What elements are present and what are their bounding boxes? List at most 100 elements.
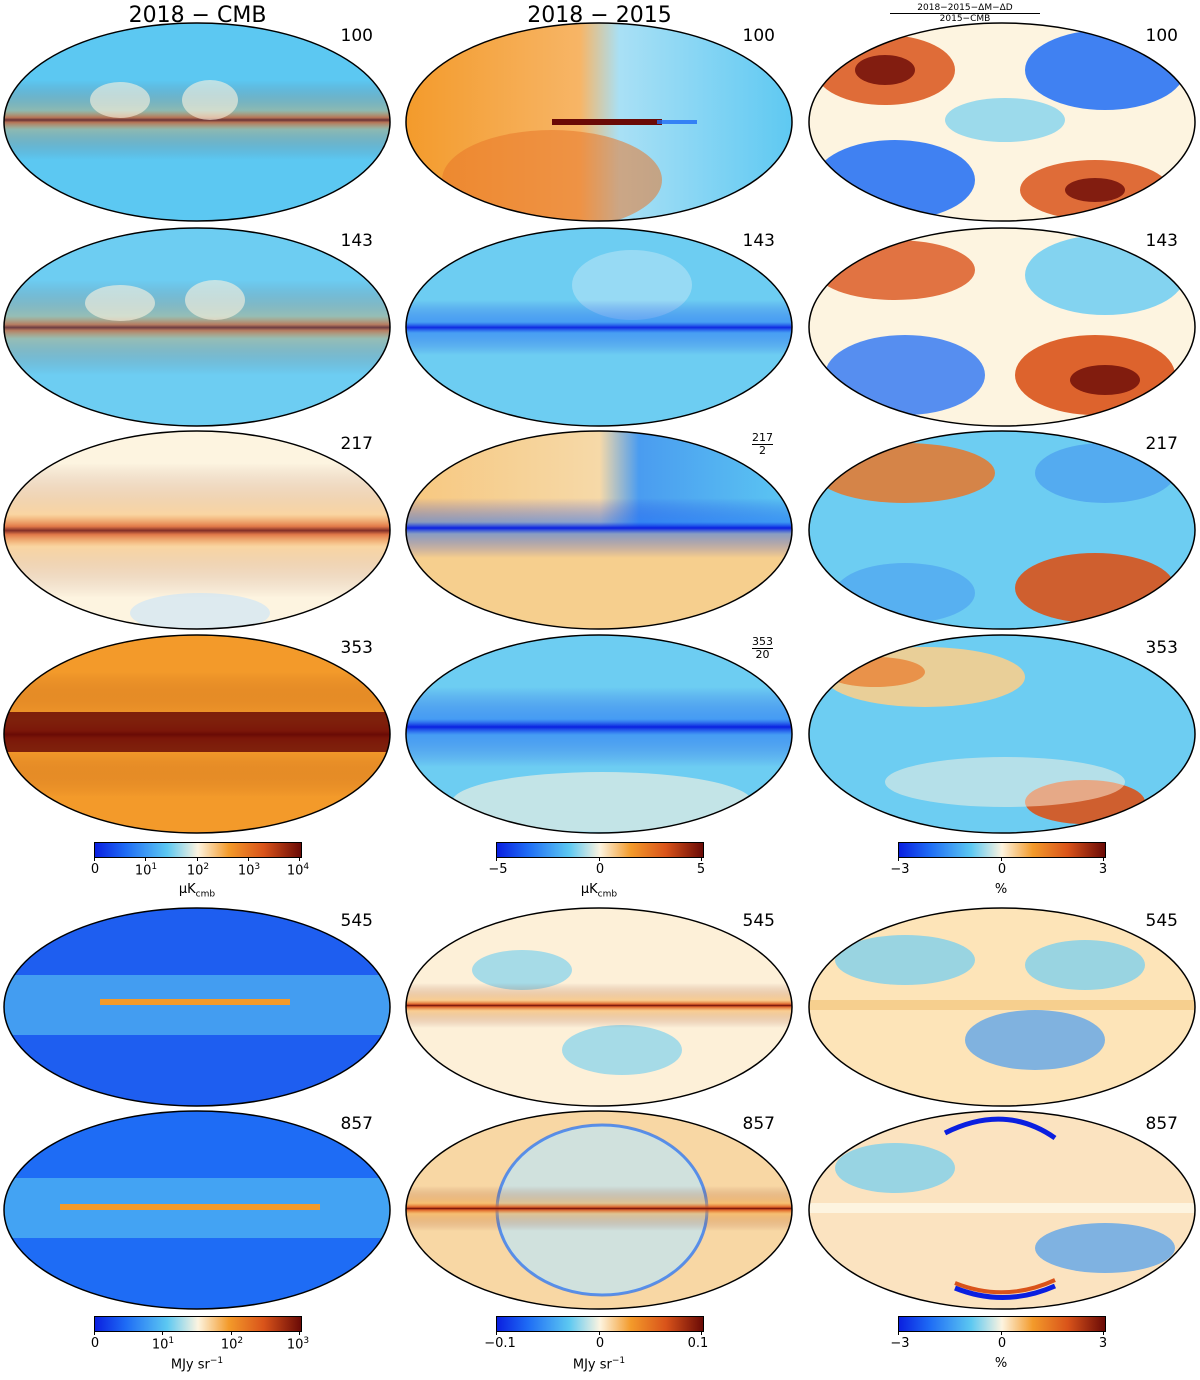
colorbar-gradient xyxy=(496,1316,704,1332)
tick-label: 101 xyxy=(134,862,158,879)
column-title-denominator: 2015−CMB xyxy=(939,14,991,24)
map-panel-353-2018-cmb: 353 xyxy=(0,632,395,837)
colorbar-unit: MJy sr−1 xyxy=(572,1356,626,1373)
tick-label: 0 xyxy=(595,1336,605,1351)
tick-label: 104 xyxy=(286,862,310,879)
frequency-label: 545 xyxy=(340,911,373,931)
tick-label: 0 xyxy=(997,862,1007,877)
frequency-label: 100 xyxy=(340,26,373,46)
tick-label: 102 xyxy=(220,1336,244,1353)
tick-label: −3 xyxy=(890,1336,910,1351)
sky-map xyxy=(405,227,793,427)
map-panel-100-2018-cmb: 100 xyxy=(0,20,395,225)
frequency-label: 100 xyxy=(1145,26,1178,46)
frequency-numerator: 217 xyxy=(752,431,773,445)
map-panel-143-2018-2015: 143 xyxy=(402,225,797,430)
frequency-label: 545 xyxy=(742,911,775,931)
tick-label: 3 xyxy=(1098,1336,1108,1351)
frequency-label: 857 xyxy=(340,1114,373,1134)
colorbar-gradient xyxy=(898,1316,1106,1332)
tick-label: −3 xyxy=(890,862,910,877)
tick-label: 102 xyxy=(186,862,210,879)
tick-label: −0.1 xyxy=(484,1336,516,1351)
colorbar-unit: μKcmb xyxy=(580,882,618,900)
sky-map xyxy=(3,907,391,1107)
tick-label: 0 xyxy=(90,1336,100,1351)
colorbar-linear-difference: −5 0 5 μKcmb xyxy=(488,842,706,902)
sky-map xyxy=(3,430,391,630)
frequency-label: 353 xyxy=(340,638,373,658)
frequency-label: 143 xyxy=(340,231,373,251)
map-panel-143-2018-cmb: 143 xyxy=(0,225,395,430)
column-title-numerator: 2018−2015−ΔM−ΔD xyxy=(890,3,1040,14)
colorbar-linear-mjy: −0.1 0 0.1 MJy sr−1 xyxy=(484,1316,709,1376)
map-panel-857-2018-2015: 857 xyxy=(402,1108,797,1313)
sky-map xyxy=(3,634,391,834)
map-panel-857-2018-cmb: 857 xyxy=(0,1108,395,1313)
frequency-label: 217 xyxy=(1145,434,1178,454)
colorbar-gradient xyxy=(898,842,1106,858)
tick-label: 103 xyxy=(237,862,261,879)
sky-map xyxy=(808,634,1196,834)
colorbar-log-cmb: 0 101 102 103 104 μKcmb xyxy=(90,842,309,902)
sky-map xyxy=(808,907,1196,1107)
frequency-label: 143 xyxy=(1145,231,1178,251)
sky-map xyxy=(405,1110,793,1310)
column-title-normalized-residual: 2018−2015−ΔM−ΔD 2015−CMB xyxy=(890,3,1040,24)
tick-label: 0 xyxy=(595,862,605,877)
map-panel-545-residual: 545 xyxy=(805,905,1200,1110)
tick-label: 0 xyxy=(997,1336,1007,1351)
sky-map xyxy=(405,22,793,222)
sky-map xyxy=(3,1110,391,1310)
colorbar-gradient xyxy=(496,842,704,858)
map-panel-143-residual: 143 xyxy=(805,225,1200,430)
colorbar-unit: MJy sr−1 xyxy=(170,1356,224,1373)
tick-label: 5 xyxy=(696,862,706,877)
frequency-denominator: 20 xyxy=(755,648,770,661)
map-panel-100-2018-2015: 100 xyxy=(402,20,797,225)
map-panel-545-2018-cmb: 545 xyxy=(0,905,395,1110)
tick-label: 0.1 xyxy=(687,1336,709,1351)
map-panel-217-residual: 217 xyxy=(805,428,1200,633)
frequency-label: 857 xyxy=(1145,1114,1178,1134)
tick-label: 101 xyxy=(151,1336,175,1353)
colorbar-gradient xyxy=(94,1316,302,1332)
frequency-label: 100 xyxy=(742,26,775,46)
map-panel-353-residual: 353 xyxy=(805,632,1200,837)
colorbar-gradient xyxy=(94,842,302,858)
frequency-label-scaled: 217 2 xyxy=(752,432,773,457)
tick-label: −5 xyxy=(488,862,508,877)
colorbar-unit: % xyxy=(994,882,1008,897)
map-panel-100-residual: 100 xyxy=(805,20,1200,225)
frequency-label: 143 xyxy=(742,231,775,251)
colorbar-log-mjy: 0 101 102 103 MJy sr−1 xyxy=(90,1316,309,1376)
frequency-label: 857 xyxy=(742,1114,775,1134)
frequency-label-scaled: 353 20 xyxy=(752,636,773,661)
tick-label: 0 xyxy=(90,862,100,877)
sky-map xyxy=(3,227,391,427)
colorbar-percent: −3 0 3 % xyxy=(890,842,1108,902)
frequency-label: 353 xyxy=(1145,638,1178,658)
map-panel-217-2018-2015: 217 2 xyxy=(402,428,797,633)
colorbar-percent: −3 0 3 % xyxy=(890,1316,1108,1376)
frequency-label: 545 xyxy=(1145,911,1178,931)
map-panel-857-residual: 857 xyxy=(805,1108,1200,1313)
sky-map xyxy=(808,430,1196,630)
sky-map xyxy=(405,907,793,1107)
map-panel-217-2018-cmb: 217 xyxy=(0,428,395,633)
frequency-label: 217 xyxy=(340,434,373,454)
sky-map xyxy=(3,22,391,222)
colorbar-unit: % xyxy=(994,1356,1008,1371)
sky-map xyxy=(808,1110,1196,1310)
frequency-denominator: 2 xyxy=(759,444,766,457)
sky-map xyxy=(808,22,1196,222)
map-panel-353-2018-2015: 353 20 xyxy=(402,632,797,837)
tick-label: 103 xyxy=(286,1336,310,1353)
map-panel-545-2018-2015: 545 xyxy=(402,905,797,1110)
frequency-numerator: 353 xyxy=(752,635,773,649)
colorbar-unit: μKcmb xyxy=(178,882,216,900)
sky-map xyxy=(405,430,793,630)
sky-map xyxy=(808,227,1196,427)
tick-label: 3 xyxy=(1098,862,1108,877)
sky-map xyxy=(405,634,793,834)
